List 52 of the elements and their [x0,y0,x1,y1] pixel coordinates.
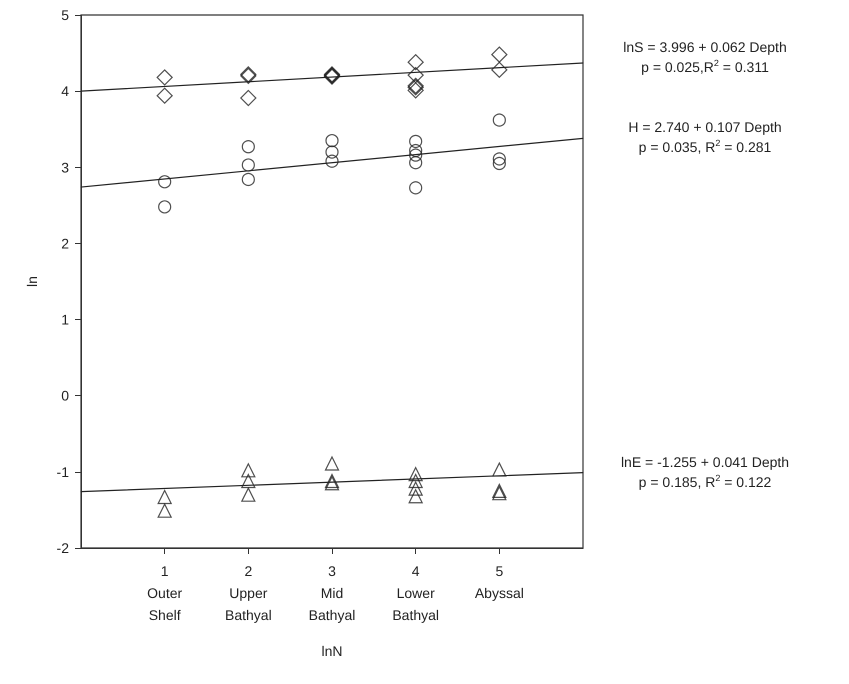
x-tick-label: 5 Abyssal [474,563,524,601]
point [408,54,424,70]
x-tick-label: 4 Lower Bathyal [392,563,440,623]
point [491,62,508,78]
point [325,145,339,159]
point [492,113,506,127]
point [325,134,339,148]
point [408,467,423,482]
point [240,90,256,106]
point [241,474,256,488]
point [241,488,256,502]
x-tick-label: 1 Outer Shelf [147,563,183,623]
point [242,158,255,172]
y-tick-label: 0 [61,388,70,404]
point [156,69,173,86]
point [409,144,422,158]
y-tick-label: 1 [61,312,70,328]
point [324,456,340,471]
point [241,463,256,478]
point [491,46,508,63]
x-tick-label: 2 Upper Bathyal [224,563,272,623]
y-axis-title: ln [24,276,40,287]
point [156,88,173,104]
point [492,484,506,498]
y-tick-label: -1 [56,464,70,480]
y-tick-label: -2 [56,540,70,556]
point [158,200,172,214]
point [408,482,423,496]
point [158,504,172,518]
point [492,462,506,477]
point [409,156,422,170]
y-tick-label: 2 [61,235,70,252]
y-tick-label: 3 [61,159,70,176]
y-tick-label: 4 [61,83,70,100]
point [408,67,424,84]
point [492,156,506,170]
point [158,490,172,504]
point [325,154,339,168]
point [492,486,506,500]
x-tick-label: 3 Mid Bathyal [308,563,356,623]
point [409,181,422,194]
point [409,134,422,148]
x-axis-title: lnN [321,643,343,659]
point [158,175,172,188]
point [242,172,255,186]
point [408,82,424,98]
point [492,152,506,166]
point [408,489,423,504]
point [409,148,422,162]
point [408,474,423,488]
point [242,140,255,154]
y-tick-label: 5 [61,7,70,23]
